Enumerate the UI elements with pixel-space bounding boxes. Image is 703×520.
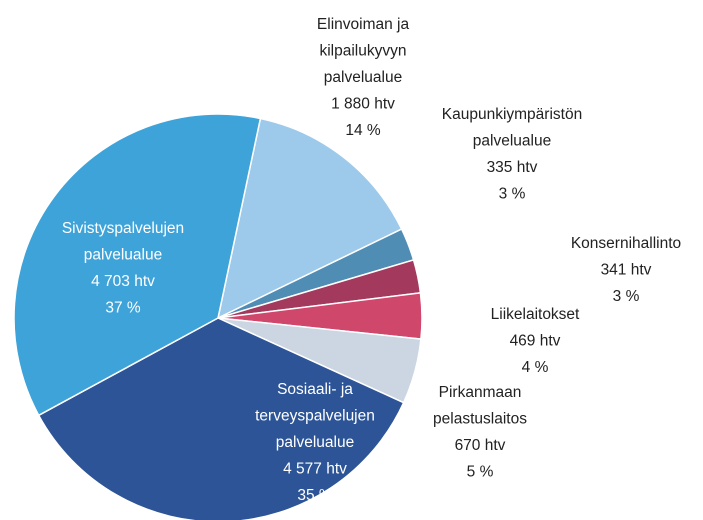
value-label: 469 htv	[510, 333, 561, 350]
percent-label: 3 %	[613, 288, 640, 305]
slice-label: Konsernihallinto	[571, 235, 681, 252]
slice-label: Sosiaali- ja terveyspalvelujen palvelualue	[255, 381, 375, 451]
slice-label: Kaupunkiympäristön palvelualue	[442, 106, 582, 150]
slice-label: Liikelaitokset	[491, 306, 580, 323]
percent-label: 37 %	[105, 300, 141, 317]
value-label: 670 htv	[455, 437, 506, 454]
percent-label: 4 %	[522, 359, 549, 376]
value-label: 4 703 htv	[91, 273, 155, 290]
pie-slice	[13, 113, 262, 417]
slice-label: Elinvoiman ja kilpailukyvyn palvelualue	[317, 16, 410, 86]
value-label: 341 htv	[601, 262, 652, 279]
percent-label: 35 %	[297, 487, 333, 504]
value-label: 335 htv	[487, 159, 538, 176]
percent-label: 5 %	[467, 464, 494, 481]
value-label: 1 880 htv	[331, 96, 395, 113]
percent-label: 14 %	[345, 122, 381, 139]
slice-label: Sivistyspalvelujen palvelualue	[62, 220, 184, 264]
percent-label: 3 %	[499, 186, 526, 203]
pie-slice	[37, 317, 405, 520]
slice-label: Pirkanmaan pelastuslaitos	[433, 384, 527, 428]
pie-slice	[216, 117, 403, 320]
value-label: 4 577 htv	[283, 461, 347, 478]
